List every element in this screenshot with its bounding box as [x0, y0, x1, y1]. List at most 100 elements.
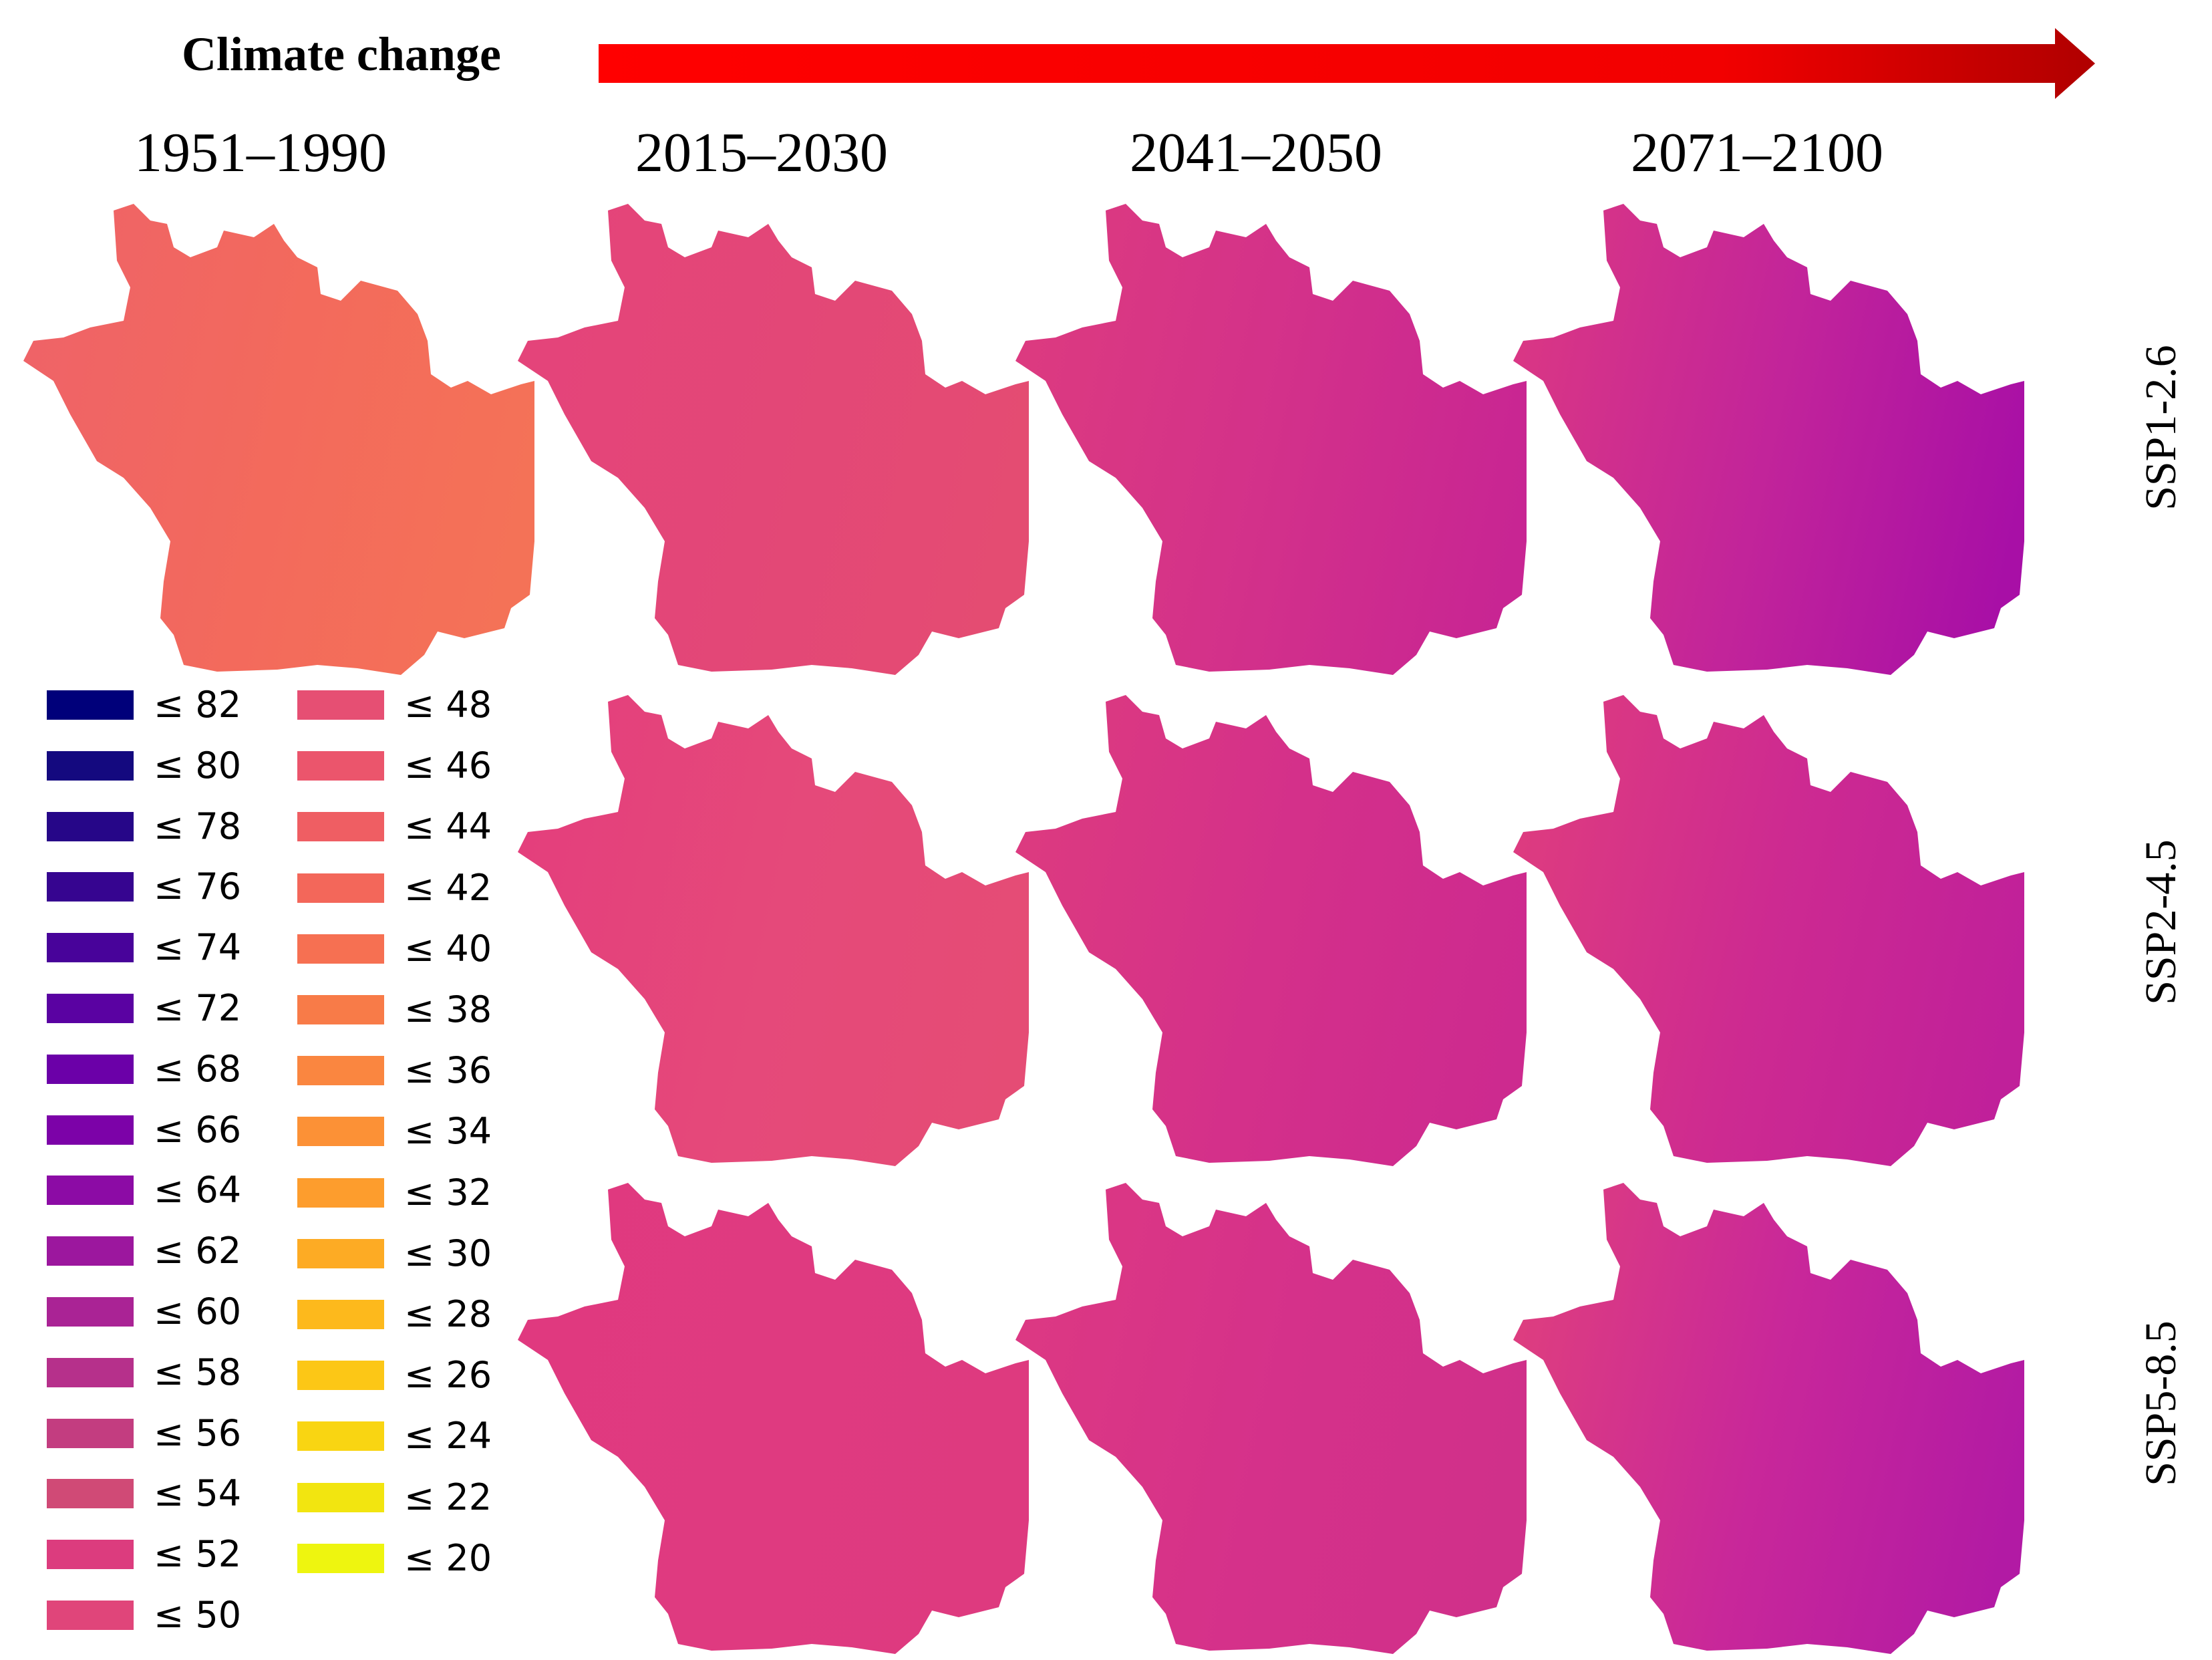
map-region-shape: [518, 1183, 1029, 1654]
period-label: 2041–2050: [1130, 122, 1382, 184]
period-label: 2015–2030: [635, 122, 888, 184]
legend-swatch: [297, 1056, 384, 1086]
legend-label: ≤ 72: [154, 987, 242, 1029]
legend-swatch: [47, 1297, 134, 1327]
map-region-shape: [1513, 695, 2024, 1166]
legend-label: ≤ 46: [404, 744, 492, 787]
legend-swatch: [297, 1361, 384, 1391]
legend-swatch: [47, 1054, 134, 1084]
legend-swatch: [297, 1482, 384, 1512]
legend-swatch: [47, 1601, 134, 1630]
map-region-shape: [1015, 204, 1527, 675]
legend-label: ≤ 82: [154, 684, 242, 726]
legend-label: ≤ 40: [404, 927, 492, 970]
legend-swatch: [297, 1117, 384, 1147]
scenario-label-text: SSP1-2.6: [2137, 345, 2185, 511]
map-svg: [1513, 695, 2024, 1166]
map-panel: [1015, 194, 1537, 675]
legend-swatch: [47, 1236, 134, 1266]
legend-swatch: [47, 811, 134, 841]
legend-label: ≤ 42: [404, 866, 492, 909]
legend-label: ≤ 48: [404, 684, 492, 726]
map-panel: [1513, 194, 2034, 675]
scenario-label-text: SSP2-4.5: [2137, 839, 2185, 1005]
map-region-shape: [1513, 204, 2024, 675]
map-region-shape: [518, 695, 1029, 1166]
legend-swatch: [297, 812, 384, 842]
map-svg: [518, 695, 1029, 1166]
legend-label: ≤ 56: [154, 1411, 242, 1454]
map-panel: [23, 194, 544, 675]
map-svg: [518, 1183, 1029, 1654]
legend-swatch: [47, 872, 134, 902]
legend-swatch: [47, 1175, 134, 1206]
legend-swatch: [47, 1540, 134, 1570]
period-label: 1951–1990: [134, 122, 387, 184]
map-svg: [23, 204, 534, 675]
legend-label: ≤ 24: [404, 1415, 492, 1458]
map-region-shape: [1015, 1183, 1527, 1654]
climate-change-arrow: [599, 24, 2095, 103]
map-panel: [518, 194, 1039, 675]
legend-label: ≤ 74: [154, 926, 242, 969]
legend-label: ≤ 36: [404, 1049, 492, 1092]
legend-label: ≤ 78: [154, 805, 242, 847]
map-svg: [1015, 695, 1527, 1166]
legend-swatch: [297, 1178, 384, 1208]
legend-swatch: [47, 1115, 134, 1145]
legend-swatch: [297, 751, 384, 781]
legend-swatch: [297, 934, 384, 964]
legend-label: ≤ 54: [154, 1472, 242, 1515]
map-panel: [1015, 1173, 1537, 1654]
map-region-shape: [1513, 1183, 2024, 1654]
climate-change-title: Climate change: [182, 27, 501, 81]
scenario-label: SSP1-2.6: [2135, 307, 2188, 548]
arrow-shape: [599, 28, 2095, 99]
map-svg: [1015, 204, 1527, 675]
legend-swatch: [297, 1300, 384, 1329]
legend-swatch: [47, 994, 134, 1023]
legend-swatch: [297, 1238, 384, 1268]
map-panel: [518, 685, 1039, 1166]
map-panel: [1513, 1173, 2034, 1654]
legend-label: ≤ 68: [154, 1047, 242, 1090]
legend-swatch: [47, 1418, 134, 1448]
map-svg: [1015, 1183, 1527, 1654]
map-panel: [1513, 685, 2034, 1166]
map-panel: [518, 1173, 1039, 1654]
legend-label: ≤ 62: [154, 1230, 242, 1272]
map-region-shape: [518, 204, 1029, 675]
legend-swatch: [297, 1543, 384, 1573]
map-panel: [1015, 685, 1537, 1166]
legend-label: ≤ 64: [154, 1169, 242, 1212]
legend-label: ≤ 30: [404, 1232, 492, 1274]
legend-swatch: [47, 750, 134, 781]
legend-label: ≤ 20: [404, 1536, 492, 1579]
map-region-shape: [1015, 695, 1527, 1166]
legend-label: ≤ 76: [154, 865, 242, 908]
scenario-label: SSP2-4.5: [2135, 802, 2188, 1043]
legend-label: ≤ 34: [404, 1110, 492, 1153]
legend-label: ≤ 50: [154, 1594, 242, 1636]
map-svg: [518, 204, 1029, 675]
legend-label: ≤ 44: [404, 805, 492, 848]
map-svg: [1513, 204, 2024, 675]
legend-swatch: [47, 1357, 134, 1387]
legend-label: ≤ 60: [154, 1290, 242, 1333]
legend-swatch: [297, 995, 384, 1024]
legend-label: ≤ 58: [154, 1351, 242, 1393]
legend-label: ≤ 66: [154, 1108, 242, 1151]
scenario-label-text: SSP5-8.5: [2137, 1321, 2185, 1486]
legend-swatch: [297, 1421, 384, 1451]
legend-swatch: [47, 933, 134, 963]
legend-swatch: [47, 690, 134, 720]
legend-label: ≤ 26: [404, 1354, 492, 1397]
legend-swatch: [297, 873, 384, 903]
legend-label: ≤ 28: [404, 1293, 492, 1335]
legend-swatch: [297, 690, 384, 720]
map-region-shape: [23, 204, 534, 675]
map-svg: [1513, 1183, 2024, 1654]
legend-label: ≤ 22: [404, 1476, 492, 1518]
scenario-label: SSP5-8.5: [2135, 1283, 2188, 1524]
